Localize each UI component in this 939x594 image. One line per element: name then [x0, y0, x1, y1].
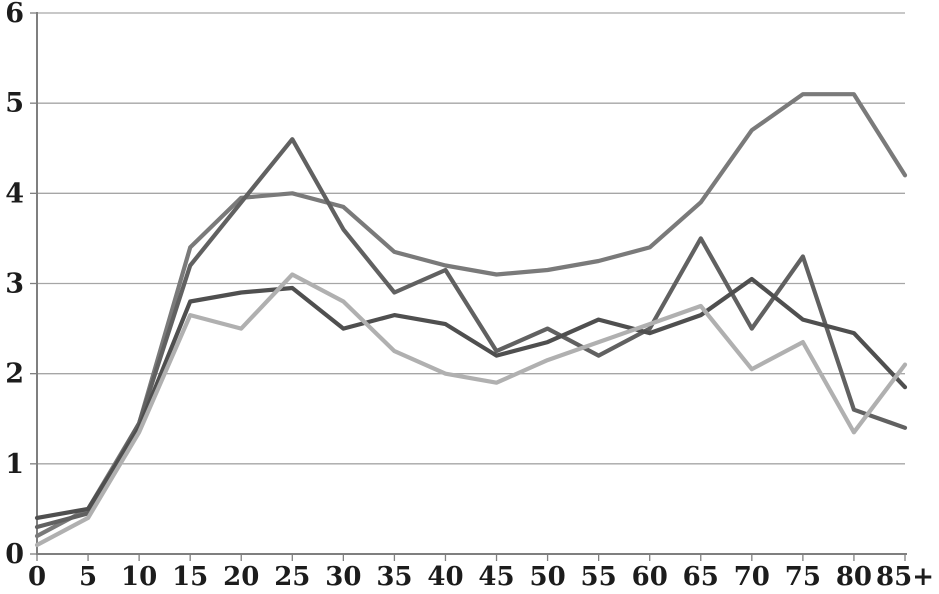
series-darkest-gray-line[interactable]: [34, 276, 908, 521]
y-axis-label-2: 2: [5, 359, 24, 390]
x-axis-label-35: 35: [376, 562, 412, 592]
x-axis-label-80: 80: [836, 562, 872, 592]
x-axis-label-70: 70: [734, 562, 770, 592]
y-axis-label-0: 0: [5, 539, 24, 570]
x-axis-label-25: 25: [274, 562, 310, 592]
x-axis-label-60: 60: [632, 562, 668, 592]
series-medium-gray-line[interactable]: [34, 92, 908, 539]
x-axis-label-15: 15: [172, 562, 208, 592]
x-axis-label-65: 65: [683, 562, 719, 592]
x-axis-label-85+: 85+: [876, 562, 934, 592]
series-dark-gray-line[interactable]: [34, 137, 908, 530]
y-axis-label-1: 1: [5, 449, 24, 480]
x-axis-label-55: 55: [581, 562, 617, 592]
series-light-gray-line[interactable]: [34, 272, 908, 548]
x-axis-label-50: 50: [529, 562, 565, 592]
y-axis-label-5: 5: [5, 88, 24, 119]
x-axis-label-75: 75: [785, 562, 821, 592]
x-axis-label-20: 20: [223, 562, 259, 592]
y-axis-label-6: 6: [5, 0, 24, 29]
x-axis-label-40: 40: [427, 562, 463, 592]
y-axis-label-3: 3: [5, 269, 24, 300]
x-axis-label-10: 10: [121, 562, 157, 592]
x-axis-label-30: 30: [325, 562, 361, 592]
x-axis-label-45: 45: [478, 562, 514, 592]
x-axis-label-0: 0: [28, 562, 46, 592]
y-axis-label-4: 4: [5, 178, 24, 209]
x-axis-label-5: 5: [79, 562, 97, 592]
